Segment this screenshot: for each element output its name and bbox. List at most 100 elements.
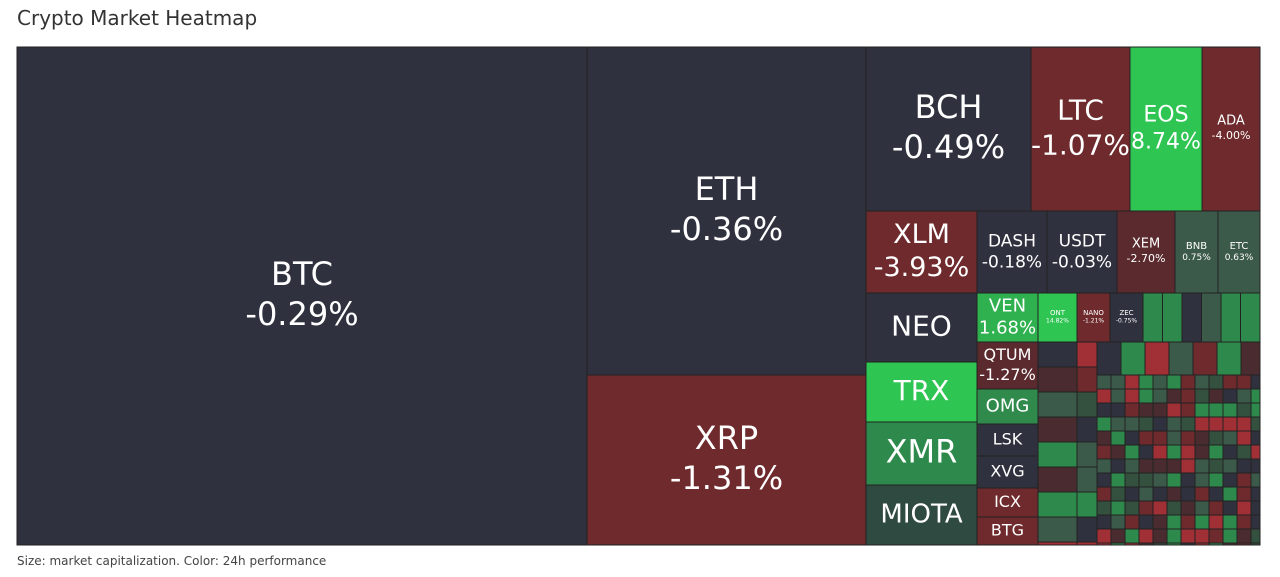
minor-tile	[1194, 388, 1210, 404]
minor-tile	[1110, 514, 1126, 530]
minor-tile	[1208, 444, 1224, 460]
minor-tile	[1166, 388, 1182, 404]
minor-tile	[1138, 486, 1154, 502]
minor-tile	[1110, 416, 1126, 432]
tile-value: -1.27%	[979, 365, 1036, 384]
minor-tile	[1180, 458, 1196, 474]
minor-tile	[1076, 466, 1098, 493]
minor-tile	[1166, 402, 1182, 418]
minor-tile	[1240, 341, 1261, 376]
tile-label: XRP	[695, 419, 758, 457]
tile-label: LTC	[1057, 94, 1104, 127]
tile-label: LSK	[993, 430, 1023, 449]
minor-tile	[1110, 388, 1126, 404]
minor-tile	[1152, 486, 1168, 502]
chart-note: Size: market capitalization. Color: 24h …	[17, 554, 327, 568]
tile	[976, 341, 1039, 390]
minor-tile	[1208, 472, 1224, 488]
tile-label: DASH	[988, 231, 1036, 251]
minor-tile	[1236, 374, 1252, 390]
minor-tile	[1194, 416, 1210, 432]
minor-tile	[1138, 416, 1154, 432]
minor-tile	[1250, 402, 1261, 418]
tile-label: ICX	[994, 492, 1021, 511]
tile-value: -1.31%	[670, 459, 783, 497]
minor-tile	[1152, 416, 1168, 432]
minor-tile	[1166, 472, 1182, 488]
minor-tile	[1194, 374, 1210, 390]
minor-tile	[1110, 374, 1126, 390]
minor-tile	[1208, 486, 1224, 502]
tile-value: 0.63%	[1225, 253, 1254, 263]
minor-tile	[1180, 374, 1196, 390]
minor-tile	[1166, 528, 1182, 544]
tile	[1174, 210, 1219, 294]
minor-tile	[1222, 430, 1238, 446]
tile-value: -1.07%	[1031, 128, 1130, 161]
minor-tile	[1124, 430, 1140, 446]
minor-tile	[1152, 388, 1168, 404]
minor-tile	[1076, 416, 1098, 443]
minor-tile	[1208, 458, 1224, 474]
minor-tile	[1180, 416, 1196, 432]
minor-tile	[1236, 528, 1252, 544]
minor-tile	[1142, 292, 1163, 343]
minor-tile	[1208, 416, 1224, 432]
minor-tile	[1194, 444, 1210, 460]
minor-tile	[1076, 366, 1098, 393]
tile	[976, 388, 1039, 425]
tile-label: ZEC	[1119, 309, 1133, 317]
tile	[976, 516, 1039, 546]
minor-tile	[1250, 458, 1261, 474]
minor-tile	[1208, 430, 1224, 446]
minor-tile	[1096, 388, 1112, 404]
tile	[1109, 292, 1144, 343]
minor-tile	[1180, 444, 1196, 460]
tile-label: BNB	[1186, 241, 1207, 252]
minor-tile	[1250, 388, 1261, 404]
minor-tile	[1096, 341, 1122, 376]
minor-tile	[1222, 528, 1238, 544]
minor-tile	[1124, 500, 1140, 516]
minor-tile	[1124, 486, 1140, 502]
minor-tile	[1120, 341, 1146, 376]
minor-tile	[1180, 472, 1196, 488]
minor-tile	[1240, 292, 1261, 343]
minor-tile	[1166, 430, 1182, 446]
tile-value: 0.75%	[1182, 253, 1211, 263]
minor-tile	[1194, 458, 1210, 474]
minor-tile	[1180, 528, 1196, 544]
tile	[865, 361, 978, 423]
minor-tile	[1124, 374, 1140, 390]
minor-tile	[1236, 444, 1252, 460]
minor-tile	[1124, 472, 1140, 488]
minor-tile	[1208, 528, 1224, 544]
minor-tile	[1037, 516, 1078, 543]
tile	[1116, 210, 1176, 294]
tile-label: BTC	[271, 255, 333, 293]
tile-value: 1.68%	[979, 318, 1036, 339]
tile-value: -0.29%	[245, 295, 358, 333]
minor-tile	[1096, 444, 1112, 460]
tile	[865, 421, 978, 486]
minor-tile	[1194, 486, 1210, 502]
tile-label: ADA	[1217, 113, 1245, 128]
minor-tile	[1096, 528, 1112, 544]
minor-tile	[1216, 341, 1242, 376]
minor-tile	[1144, 341, 1170, 376]
minor-tile	[1166, 542, 1182, 546]
tile-label: BTG	[991, 521, 1024, 540]
tile-label: EOS	[1143, 102, 1188, 127]
minor-tile	[1096, 500, 1112, 516]
tile	[1217, 210, 1261, 294]
tile-label: ETC	[1230, 241, 1249, 252]
minor-tile	[1208, 542, 1224, 546]
minor-tile	[1138, 514, 1154, 530]
minor-tile	[1250, 486, 1261, 502]
minor-tile	[1222, 500, 1238, 516]
tile-value: -2.70%	[1127, 252, 1166, 265]
minor-tile	[1194, 500, 1210, 516]
minor-tile	[1166, 486, 1182, 502]
minor-tile	[1222, 514, 1238, 530]
